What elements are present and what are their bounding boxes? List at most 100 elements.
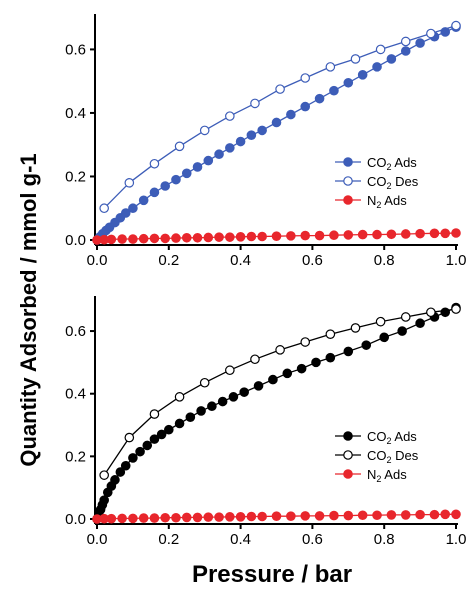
data-point (300, 337, 311, 347)
data-point (314, 230, 325, 241)
data-point (440, 307, 451, 318)
data-point (286, 109, 296, 120)
legend-label: CO2 Ads (367, 429, 417, 446)
data-point (128, 513, 138, 524)
data-point (181, 512, 192, 523)
legend-marker (343, 450, 353, 460)
data-point (149, 233, 160, 244)
data-point (246, 231, 257, 242)
data-point (271, 511, 282, 521)
data-point (250, 354, 260, 365)
data-point (286, 511, 296, 521)
data-point (311, 357, 321, 368)
y-tick-label: 0.4 (65, 105, 86, 122)
data-point (375, 316, 386, 327)
data-point (400, 229, 411, 239)
data-point (174, 141, 185, 152)
data-point (128, 234, 138, 244)
data-point (325, 352, 336, 363)
x-tick-label: 0.6 (302, 252, 323, 269)
data-point (329, 85, 339, 96)
data-point (400, 312, 411, 322)
x-tick-label: 0.4 (230, 252, 251, 269)
data-point (217, 396, 228, 407)
data-point (451, 20, 461, 31)
data-point (451, 304, 461, 314)
data-point (199, 125, 210, 136)
data-point (99, 495, 109, 506)
data-point (181, 232, 192, 243)
data-point (117, 234, 127, 244)
y-tick-label: 0.4 (65, 386, 86, 403)
data-point (451, 228, 461, 238)
data-point (214, 149, 224, 160)
data-point (174, 418, 185, 429)
data-point (386, 229, 397, 240)
data-point (149, 513, 160, 523)
data-point (142, 440, 153, 451)
data-point (196, 406, 206, 416)
data-point (314, 93, 325, 104)
data-point (415, 318, 425, 329)
data-point (115, 467, 126, 477)
data-point (185, 412, 196, 422)
data-point (235, 512, 246, 522)
x-tick-label: 0.6 (302, 531, 323, 548)
data-point (343, 230, 354, 240)
y-tick-label: 0.6 (65, 41, 86, 58)
data-point (128, 203, 138, 214)
data-point (199, 377, 210, 388)
data-point (257, 511, 267, 522)
data-point (296, 363, 307, 374)
data-point (300, 511, 311, 521)
data-point (138, 513, 149, 523)
data-point (124, 432, 135, 443)
data-point (228, 392, 239, 402)
data-point (426, 307, 436, 318)
data-point (275, 84, 285, 94)
data-point (440, 228, 451, 239)
bottom-panel-chart: 0.0 0.2 0.4 0.6 0.0 0.2 0.4 0.6 0.8 1.0 CO2 Ads CO2… (65, 296, 466, 548)
data-point (124, 178, 135, 188)
x-tick-label: 0.8 (374, 531, 395, 548)
data-point (99, 203, 109, 214)
data-point (138, 195, 149, 206)
data-point (149, 158, 160, 169)
data-point (400, 36, 411, 47)
data-point (235, 136, 246, 147)
data-point (192, 162, 203, 172)
legend-marker (343, 195, 353, 205)
data-point (171, 512, 181, 523)
data-point (225, 232, 235, 242)
data-point (106, 513, 117, 524)
legend-label: CO2 Ads (367, 155, 417, 172)
x-tick-label: 0.8 (374, 252, 395, 269)
data-point (160, 512, 171, 523)
data-point (120, 460, 131, 471)
data-point (275, 345, 285, 355)
data-point (110, 475, 120, 485)
top-panel-chart: 0.0 0.2 0.4 0.6 0.0 0.2 0.4 0.6 0.8 1.0 CO2 Ads CO2… (65, 14, 466, 269)
data-point (174, 392, 185, 402)
data-point (160, 181, 171, 191)
data-point (138, 233, 149, 244)
data-point (314, 511, 325, 521)
data-point (253, 381, 264, 391)
data-point (350, 54, 361, 64)
data-point (372, 229, 382, 240)
data-point (225, 143, 235, 153)
data-point (164, 424, 174, 435)
data-point (429, 228, 440, 239)
x-tick-label: 1.0 (446, 252, 467, 269)
data-point (120, 208, 131, 218)
data-point (160, 233, 171, 244)
data-point (343, 510, 354, 521)
data-point (415, 38, 425, 48)
legend-marker (343, 431, 353, 441)
data-point (372, 510, 382, 521)
data-point (372, 62, 382, 72)
data-point (357, 510, 368, 521)
y-tick-label: 0.6 (65, 323, 86, 340)
data-point (214, 512, 224, 522)
data-point (225, 365, 235, 376)
